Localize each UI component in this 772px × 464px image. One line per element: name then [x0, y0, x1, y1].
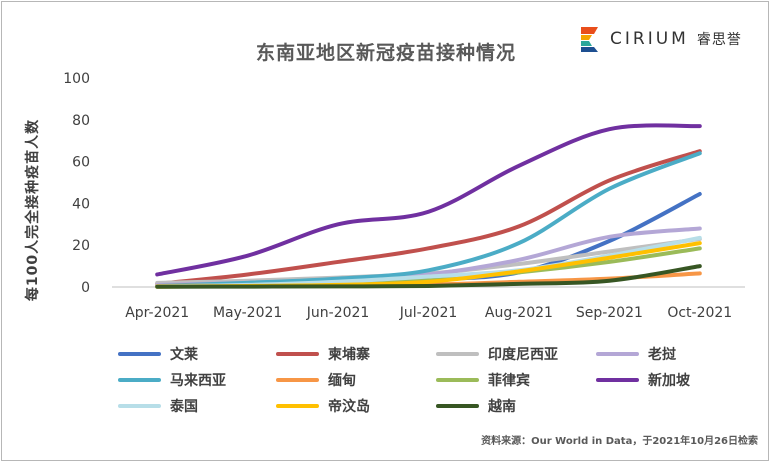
legend-swatch — [276, 352, 319, 356]
legend-label: 泰国 — [170, 399, 198, 415]
legend-label: 马来西亚 — [170, 373, 226, 389]
x-tick-label: Aug-2021 — [485, 305, 553, 321]
legend-swatch — [596, 378, 639, 382]
legend-label: 帝汶岛 — [328, 399, 370, 415]
legend-label: 菲律宾 — [488, 373, 530, 389]
legend-swatch — [276, 404, 319, 408]
legend-swatch — [436, 352, 479, 356]
x-tick-label: Apr-2021 — [125, 305, 189, 321]
legend-item: 缅甸 — [276, 371, 356, 389]
series-line — [155, 149, 702, 286]
legend-item: 柬埔寨 — [276, 345, 370, 363]
series-line — [155, 264, 702, 289]
y-tick-label: 100 — [63, 71, 90, 87]
legend-item: 菲律宾 — [436, 371, 530, 389]
y-tick-label: 0 — [81, 280, 90, 296]
legend-label: 缅甸 — [328, 373, 356, 389]
y-tick-label: 80 — [72, 113, 90, 129]
x-tick-label: Sep-2021 — [576, 305, 643, 321]
legend-swatch — [276, 378, 319, 382]
legend-item: 印度尼西亚 — [436, 345, 558, 363]
brand-logo: CIRIUM 睿思誉 — [578, 24, 742, 54]
chart-title: 东南亚地区新冠疫苗接种情况 — [255, 42, 516, 64]
series-line — [155, 123, 702, 277]
brand-name: CIRIUM — [610, 29, 689, 49]
legend-item: 老挝 — [596, 345, 676, 363]
legend-item: 文莱 — [118, 345, 198, 363]
x-tick-label: Oct-2021 — [667, 305, 732, 321]
legend-label: 印度尼西亚 — [488, 347, 558, 363]
legend-item: 泰国 — [118, 397, 198, 415]
y-tick-label: 60 — [72, 155, 90, 171]
legend-item: 帝汶岛 — [276, 397, 370, 415]
legend-swatch — [436, 378, 479, 382]
series-line — [155, 151, 702, 288]
x-tick-label: May-2021 — [213, 305, 282, 321]
legend-item: 马来西亚 — [118, 371, 226, 389]
y-tick-label: 40 — [72, 196, 90, 212]
legend-swatch — [596, 352, 639, 356]
legend-label: 文莱 — [170, 347, 198, 363]
y-tick-label: 20 — [72, 238, 90, 254]
legend-item: 越南 — [436, 397, 516, 415]
legend-label: 新加坡 — [648, 373, 690, 389]
legend-label: 老挝 — [648, 347, 676, 363]
x-tick-label: Jun-2021 — [306, 305, 370, 321]
legend-swatch — [118, 378, 161, 382]
legend-swatch — [118, 352, 161, 356]
source-note: 资料来源：Our World in Data，于2021年10月26日检索 — [481, 436, 758, 447]
legend-label: 越南 — [488, 399, 516, 415]
legend-item: 新加坡 — [596, 371, 690, 389]
brand-cn-name: 睿思誉 — [696, 32, 742, 48]
legend-label: 柬埔寨 — [328, 347, 370, 363]
cirium-logo-icon — [581, 27, 598, 52]
x-tick-label: Jul-2021 — [399, 305, 458, 321]
legend-swatch — [436, 404, 479, 408]
legend-swatch — [118, 404, 161, 408]
